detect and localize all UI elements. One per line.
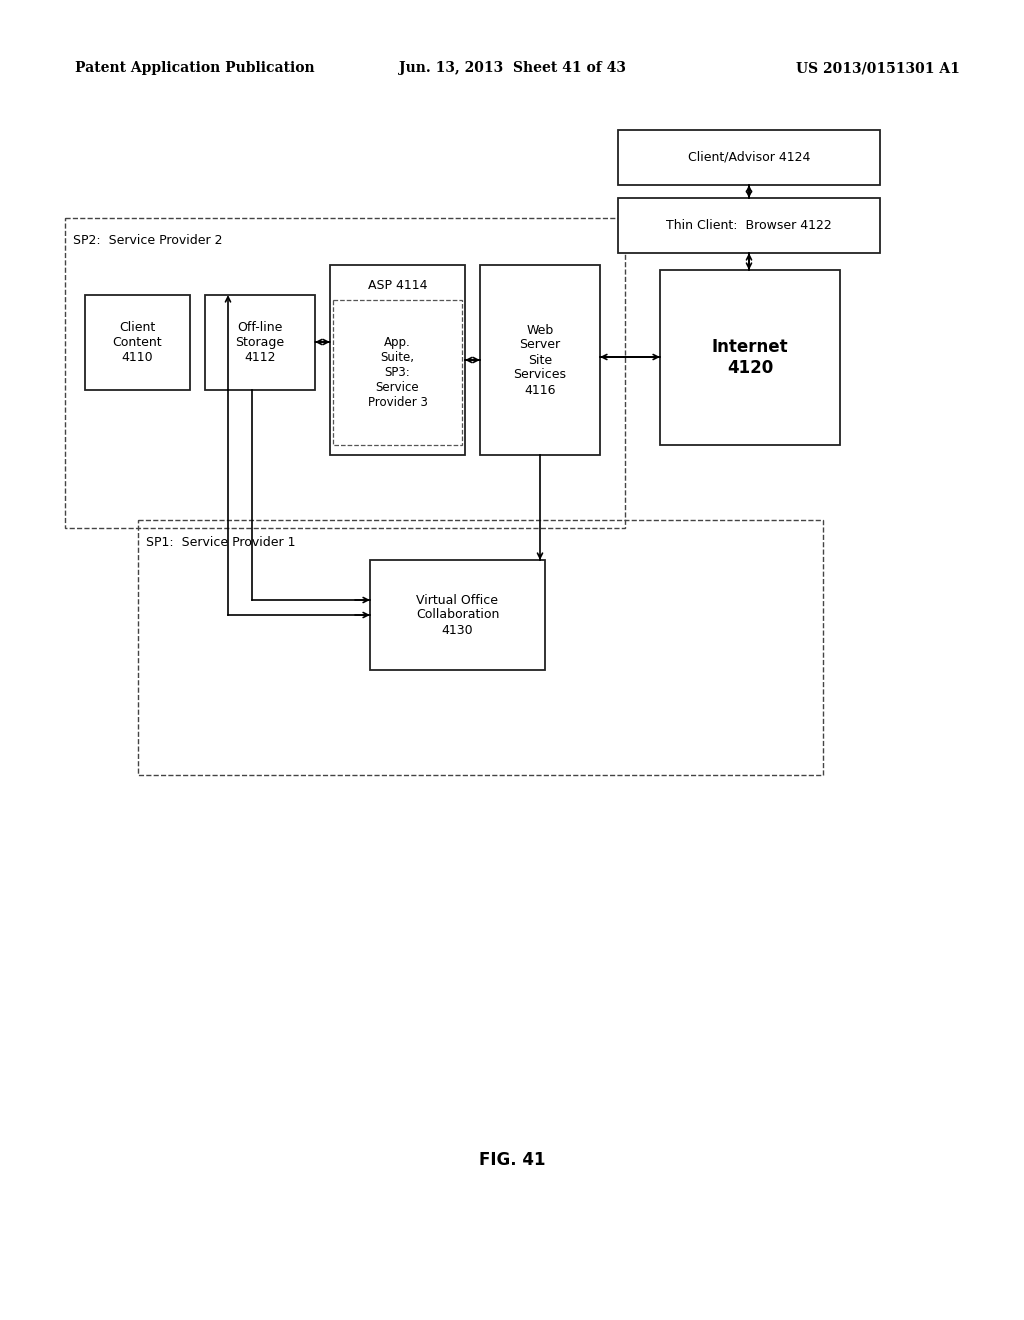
Text: Virtual Office
Collaboration
4130: Virtual Office Collaboration 4130: [416, 594, 499, 636]
Text: Patent Application Publication: Patent Application Publication: [75, 61, 314, 75]
Text: Internet
4120: Internet 4120: [712, 338, 788, 378]
Text: SP2:  Service Provider 2: SP2: Service Provider 2: [73, 234, 222, 247]
Text: Web
Server
Site
Services
4116: Web Server Site Services 4116: [513, 323, 566, 396]
Bar: [618, 129, 880, 185]
Text: Thin Client:  Browser 4122: Thin Client: Browser 4122: [667, 219, 831, 232]
Bar: [138, 520, 823, 775]
Text: FIG. 41: FIG. 41: [479, 1151, 545, 1170]
Text: Off-line
Storage
4112: Off-line Storage 4112: [236, 321, 285, 364]
Text: US 2013/0151301 A1: US 2013/0151301 A1: [796, 61, 961, 75]
Bar: [480, 265, 600, 455]
Bar: [618, 198, 880, 253]
Bar: [65, 218, 625, 528]
Bar: [660, 271, 840, 445]
Bar: [85, 294, 190, 389]
Text: Jun. 13, 2013  Sheet 41 of 43: Jun. 13, 2013 Sheet 41 of 43: [398, 61, 626, 75]
Text: ASP 4114: ASP 4114: [368, 279, 427, 292]
Bar: [370, 560, 545, 671]
Bar: [333, 300, 462, 445]
Text: App.
Suite,
SP3:
Service
Provider 3: App. Suite, SP3: Service Provider 3: [368, 337, 427, 409]
Bar: [330, 265, 465, 455]
Text: Client/Advisor 4124: Client/Advisor 4124: [688, 150, 810, 164]
Bar: [205, 294, 315, 389]
Text: Client
Content
4110: Client Content 4110: [113, 321, 163, 364]
Text: SP1:  Service Provider 1: SP1: Service Provider 1: [146, 536, 296, 549]
